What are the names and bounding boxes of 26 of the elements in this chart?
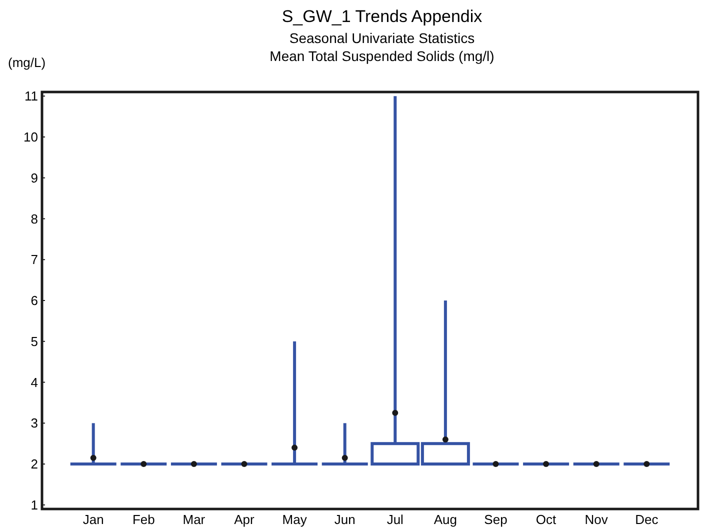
chart-subtitle: Seasonal Univariate Statistics Mean Total Suspended Solids (mg/l)	[270, 30, 494, 64]
y-tick-label: 1	[30, 497, 38, 512]
y-tick-label: 2	[30, 456, 38, 472]
x-tick-label: Aug	[434, 512, 458, 527]
y-tick-label: 8	[30, 211, 38, 226]
y-tick-label: 3	[30, 416, 38, 431]
x-tick-label: Sep	[484, 512, 508, 527]
y-tick-label: 9	[30, 170, 38, 186]
x-tick-label: Nov	[584, 512, 608, 527]
x-tick-label: Oct	[536, 512, 557, 527]
y-tick-label: 11	[24, 88, 38, 104]
x-tick-label: Jan	[82, 512, 104, 527]
x-tick-label: Feb	[132, 512, 155, 527]
y-axis-title: (mg/L)	[8, 55, 46, 70]
y-tick-label: 5	[30, 334, 38, 349]
y-tick-label: 6	[30, 293, 38, 308]
x-tick-label: Jun	[334, 512, 356, 527]
y-tick-label: 4	[30, 374, 38, 390]
chart-title: S_GW_1 Trends Appendix	[282, 7, 483, 26]
y-tick-label: 10	[24, 130, 38, 145]
x-tick-label: Jul	[386, 512, 404, 527]
y-tick-label: 7	[30, 252, 38, 268]
x-tick-label: Mar	[182, 512, 206, 527]
x-tick-label: Apr	[234, 512, 256, 527]
x-tick-label: May	[282, 512, 308, 527]
x-tick-label: Dec	[635, 512, 659, 527]
